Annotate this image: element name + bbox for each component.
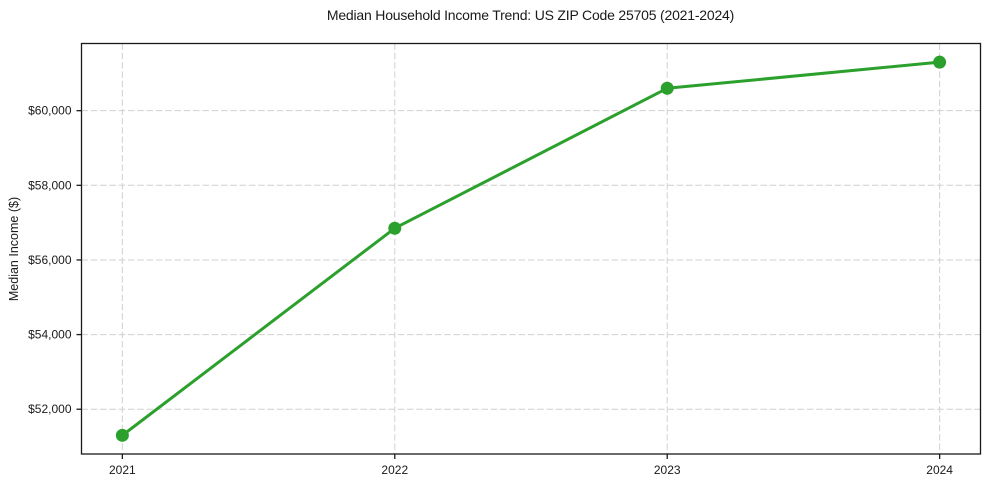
data-point <box>933 55 947 69</box>
y-tick-label: $54,000 <box>28 328 72 342</box>
data-point <box>660 81 674 95</box>
data-point <box>388 221 402 235</box>
x-tick-label: 2021 <box>109 463 136 477</box>
y-tick-label: $56,000 <box>28 253 72 267</box>
data-point <box>115 428 129 442</box>
x-tick-label: 2023 <box>654 463 681 477</box>
y-tick-label: $52,000 <box>28 402 72 416</box>
x-tick-label: 2022 <box>381 463 408 477</box>
y-tick-label: $58,000 <box>28 178 72 192</box>
chart-title: Median Household Income Trend: US ZIP Co… <box>326 7 735 23</box>
x-tick-label: 2024 <box>926 463 953 477</box>
trend-line <box>120 60 942 437</box>
y-tick-label: $60,000 <box>28 104 72 118</box>
plot-frame <box>80 42 982 455</box>
